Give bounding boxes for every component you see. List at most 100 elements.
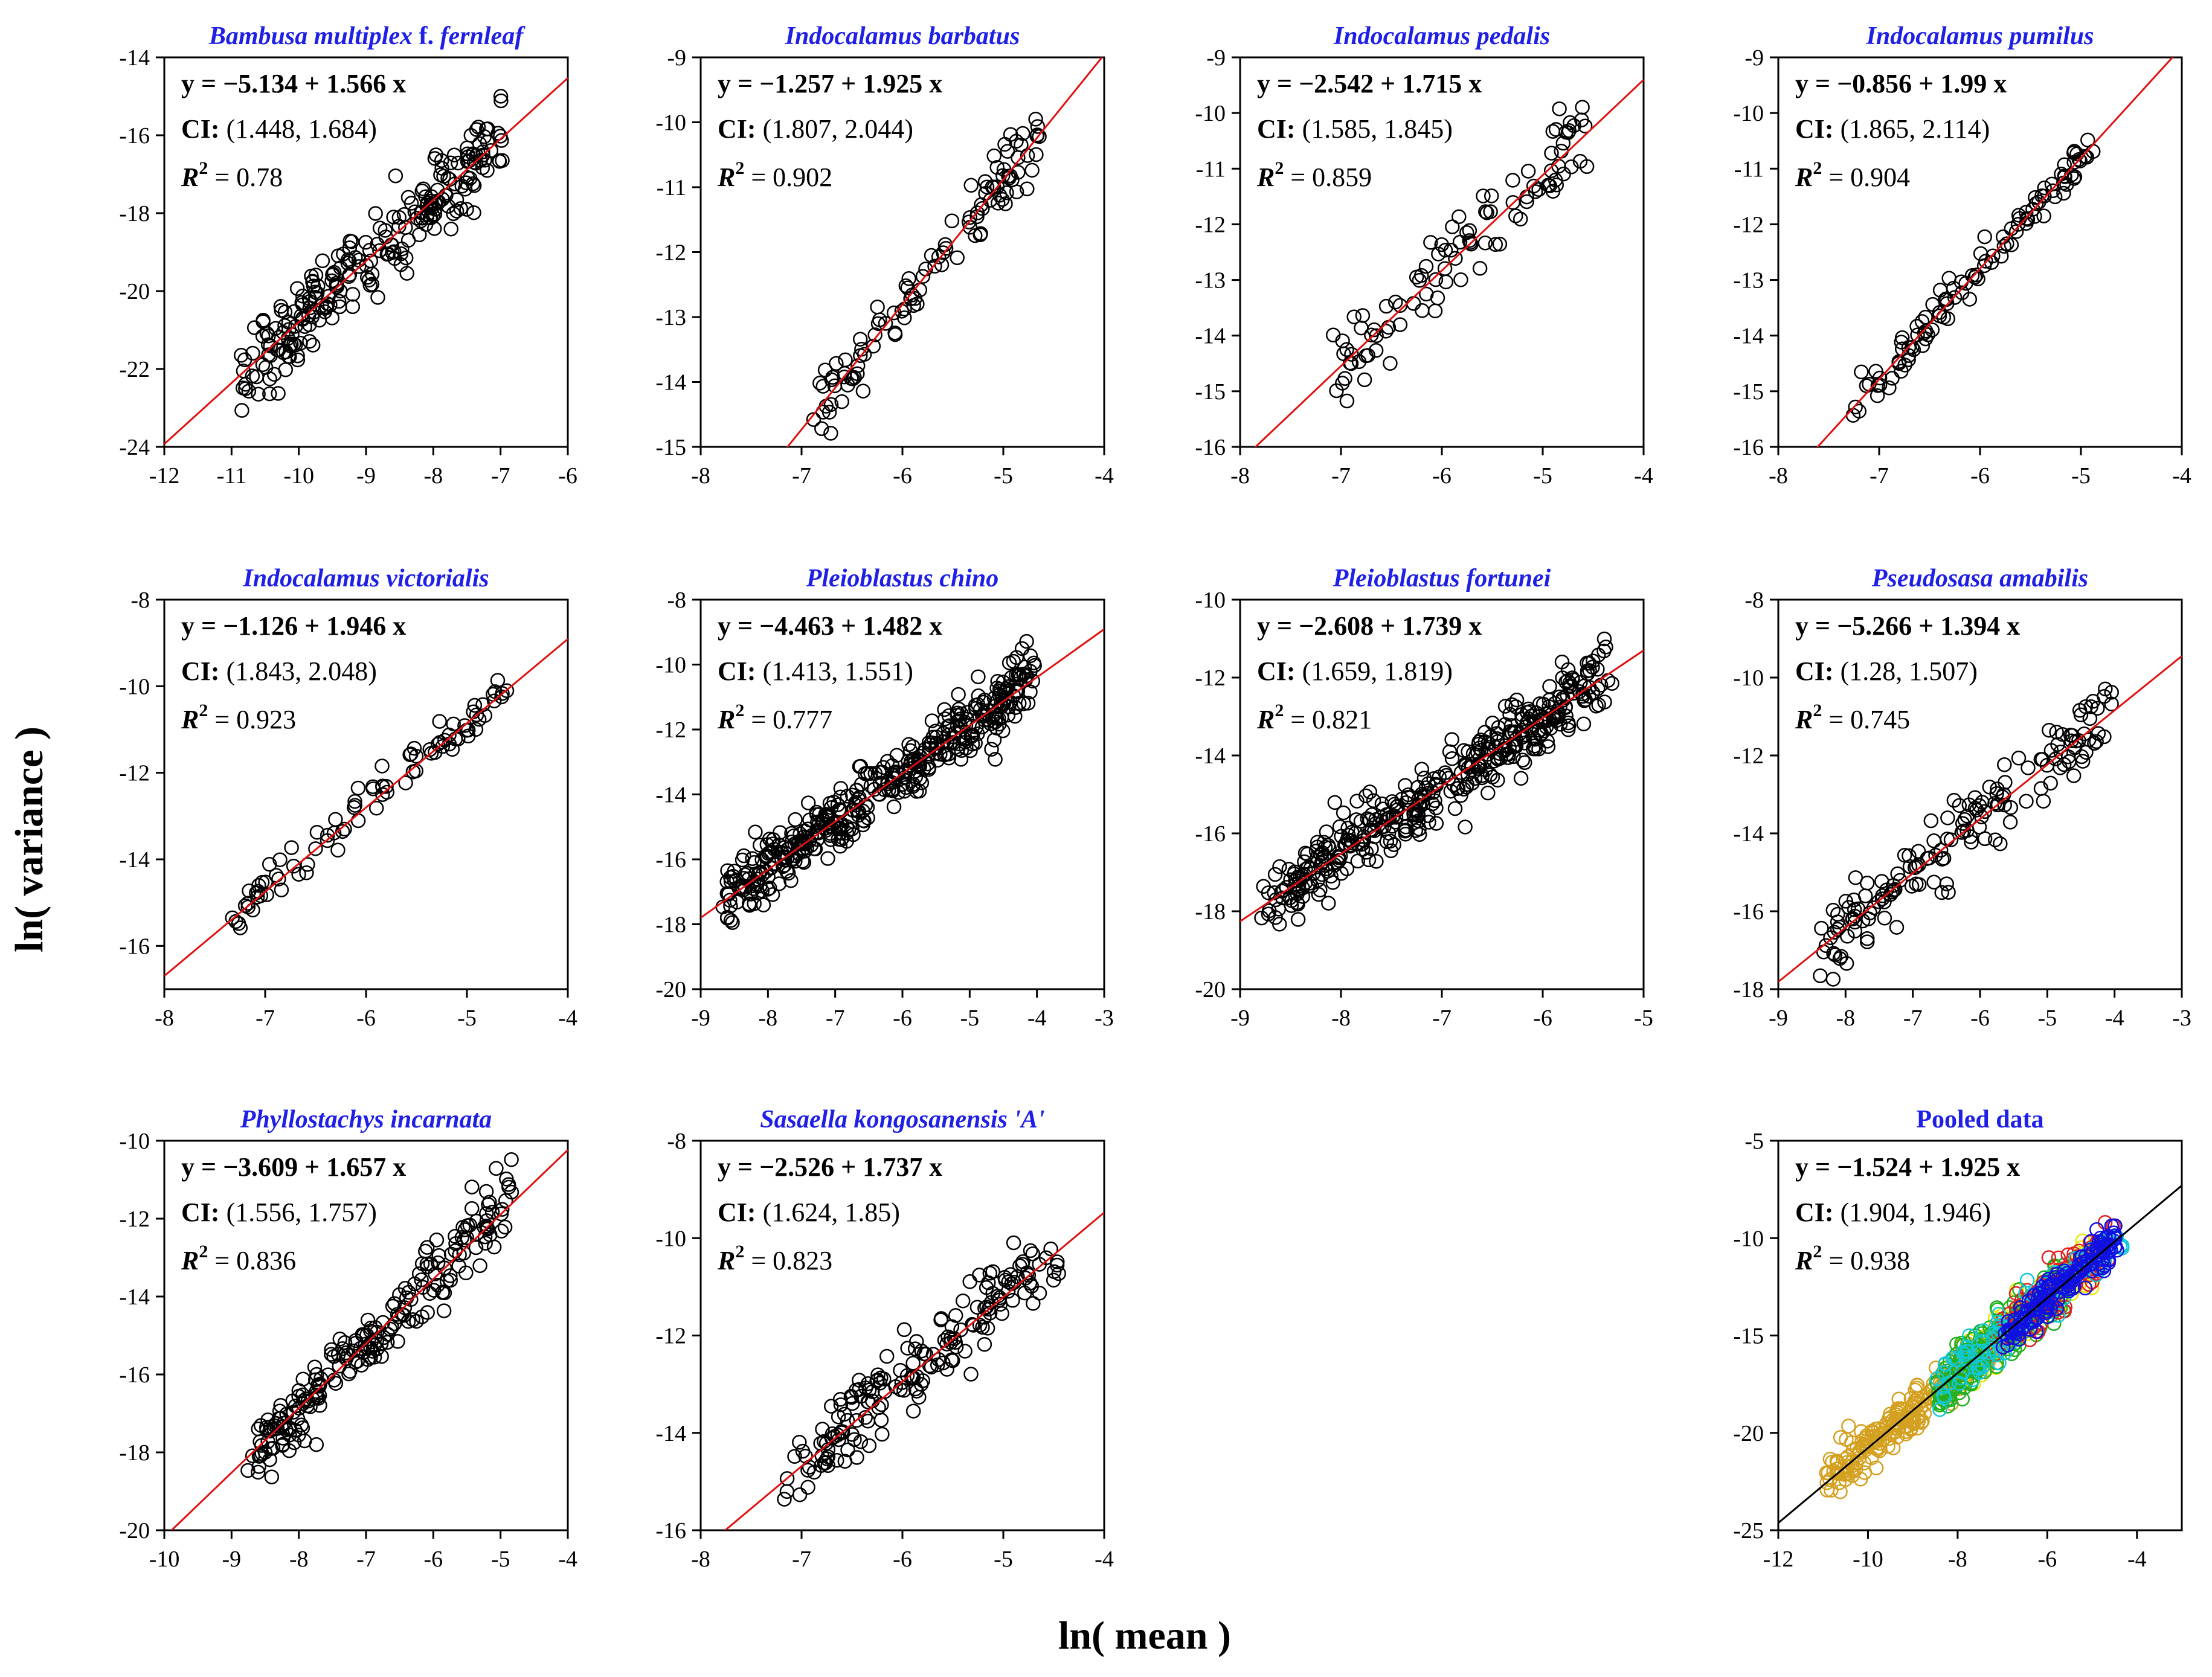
data-point — [264, 1469, 280, 1484]
data-point — [342, 240, 358, 255]
x-tick-label: -8 — [289, 1547, 309, 1572]
data-point — [493, 129, 508, 144]
r2-value: = 0.902 — [744, 162, 832, 192]
x-tick-label: -7 — [826, 1005, 845, 1031]
data-point — [820, 1458, 835, 1473]
data-point — [1368, 812, 1383, 827]
r2-label: R — [1795, 162, 1813, 192]
data-point — [784, 826, 799, 841]
data-point — [466, 178, 482, 193]
data-point — [1926, 833, 1941, 848]
equation-text: y = −1.257 + 1.925 x — [718, 69, 942, 98]
data-point — [431, 1248, 446, 1263]
data-point — [1532, 727, 1548, 742]
data-point — [986, 733, 1002, 748]
ci-label: CI: — [181, 114, 227, 144]
pooled-point — [1937, 1390, 1952, 1406]
data-point — [225, 910, 240, 926]
data-point — [420, 207, 435, 222]
x-tick-label: -7 — [1432, 1005, 1452, 1031]
r2-value: = 0.923 — [208, 705, 296, 734]
y-tick-label: -16 — [655, 847, 686, 873]
data-point — [1497, 699, 1513, 714]
data-point — [850, 366, 865, 382]
data-point — [451, 1259, 466, 1274]
data-point — [1261, 906, 1276, 922]
data-point — [394, 242, 410, 257]
data-point — [1321, 896, 1336, 911]
data-point — [1023, 1243, 1038, 1259]
data-point — [341, 252, 356, 268]
data-point — [1814, 920, 1829, 936]
data-point — [360, 1352, 376, 1367]
data-point — [1478, 204, 1493, 219]
pooled-point — [1965, 1372, 1981, 1388]
data-point — [1027, 658, 1042, 673]
data-point — [906, 298, 921, 313]
x-tick-label: -4 — [558, 1005, 577, 1031]
plot-area — [1778, 655, 2182, 987]
data-point — [2036, 208, 2051, 223]
r2-label: R — [717, 1246, 735, 1275]
plot-area — [786, 57, 1104, 447]
r2-value: = 0.904 — [1822, 162, 1910, 192]
data-point — [372, 220, 388, 236]
data-point — [1362, 812, 1378, 828]
data-point — [1503, 718, 1519, 733]
data-point — [1558, 124, 1574, 140]
data-point — [1350, 836, 1366, 851]
data-point — [1946, 793, 1962, 808]
r2-exponent: 2 — [199, 701, 208, 720]
data-point — [1520, 164, 1536, 179]
data-point — [1447, 801, 1463, 816]
y-tick-label: -10 — [1195, 101, 1226, 126]
data-point — [977, 1301, 992, 1316]
fit-line — [164, 638, 568, 977]
ci-label: CI: — [1257, 656, 1302, 686]
data-point — [756, 897, 771, 912]
data-point — [911, 754, 926, 769]
data-point — [1476, 188, 1491, 204]
y-tick-label: -10 — [655, 1226, 686, 1251]
data-point — [1378, 298, 1394, 314]
data-point — [330, 842, 346, 858]
data-point — [841, 822, 857, 838]
data-point — [290, 352, 306, 368]
data-point — [955, 1293, 971, 1309]
data-point — [972, 1268, 987, 1283]
data-point — [1272, 859, 1287, 874]
data-point — [402, 747, 417, 762]
y-tick-label: -14 — [1733, 324, 1764, 349]
panel-title-part: Sasaella kongosanensis 'A' — [760, 1106, 1044, 1133]
data-point — [262, 371, 277, 386]
data-point — [2066, 768, 2082, 783]
r2-text: R2 = 0.78 — [181, 158, 283, 192]
data-point — [287, 304, 302, 319]
data-point — [368, 800, 384, 816]
data-point — [428, 1266, 443, 1281]
x-tick-label: -9 — [356, 463, 376, 489]
data-point — [418, 1243, 433, 1259]
data-point — [2011, 208, 2027, 223]
x-tick-label: -5 — [994, 463, 1013, 489]
data-point — [766, 832, 781, 847]
fit-line — [701, 628, 1104, 919]
data-point — [941, 750, 957, 766]
data-point — [742, 897, 757, 913]
pooled-point — [2014, 1321, 2030, 1337]
data-point — [767, 841, 782, 857]
data-point — [779, 1484, 795, 1499]
data-point — [921, 762, 936, 777]
data-point — [1560, 715, 1576, 731]
data-point — [897, 310, 912, 325]
pooled-point — [1885, 1440, 1901, 1455]
data-point — [251, 1449, 267, 1464]
data-point — [905, 1356, 921, 1371]
data-point — [787, 1449, 802, 1464]
data-point — [800, 795, 816, 810]
data-point — [1464, 759, 1479, 774]
fit-line — [170, 1149, 568, 1530]
ci-value: (1.904, 1.946) — [1841, 1198, 1991, 1227]
data-point — [234, 348, 249, 363]
data-point — [1921, 850, 1937, 866]
